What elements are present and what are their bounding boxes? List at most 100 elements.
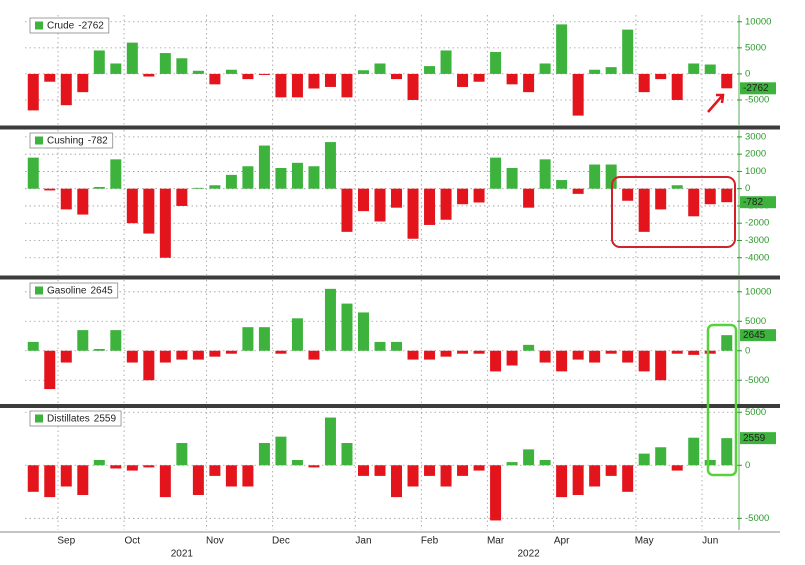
bar (209, 465, 221, 476)
bar (242, 465, 254, 487)
bar (374, 465, 386, 476)
bar (225, 350, 237, 354)
bar (440, 350, 452, 357)
bar (440, 465, 452, 487)
y-tick-label: 5000 (745, 316, 766, 327)
legend: Crude -2762 (29, 17, 110, 34)
bar (258, 73, 270, 75)
bar (457, 188, 469, 205)
bar (192, 70, 204, 74)
bar (374, 341, 386, 351)
bar (589, 69, 601, 74)
bar (341, 188, 353, 232)
bar (457, 465, 469, 476)
bar (688, 437, 700, 466)
bar (176, 443, 188, 466)
bar (391, 465, 403, 498)
bar (93, 50, 105, 74)
bar (539, 459, 551, 466)
bar (473, 73, 485, 82)
bar (391, 341, 403, 351)
bar (242, 73, 254, 80)
x-tick-label: Jun (702, 536, 718, 547)
bar (275, 167, 287, 189)
bar (407, 73, 419, 100)
legend-name: Gasoline (47, 286, 87, 297)
y-tick-label: -5000 (745, 513, 769, 524)
bar (143, 465, 155, 468)
bar (159, 188, 171, 258)
bar (258, 145, 270, 189)
bar (523, 188, 535, 208)
panel-separator (0, 275, 780, 280)
bar (291, 459, 303, 466)
bar (424, 66, 436, 74)
bar (93, 459, 105, 466)
last-value-tag (740, 329, 776, 342)
bar (655, 73, 667, 80)
x-tick-label: Sep (57, 536, 75, 547)
legend-box (29, 282, 119, 299)
bar (539, 63, 551, 74)
bar (44, 350, 56, 390)
bar (506, 73, 518, 85)
bar (407, 350, 419, 360)
bar (589, 465, 601, 487)
bar (457, 73, 469, 87)
y-tick-label: -4000 (745, 252, 769, 263)
annotation-arrow (707, 93, 725, 113)
year-label: 2022 (517, 549, 540, 560)
bar (357, 465, 369, 476)
bar (556, 350, 568, 372)
legend-name: Crude (47, 21, 75, 32)
bar (159, 465, 171, 498)
legend-swatch (35, 414, 43, 423)
bar (341, 303, 353, 351)
y-tick-label: 5000 (745, 42, 766, 53)
legend-swatch (35, 286, 43, 295)
bar (27, 465, 39, 492)
bar (704, 350, 716, 354)
y-tick-label: -5000 (745, 94, 769, 105)
bar (622, 465, 634, 492)
legend-swatch (35, 21, 43, 30)
y-tick-label: -2000 (745, 218, 769, 229)
bar (721, 188, 733, 203)
bar (688, 63, 700, 74)
y-tick-label: 10000 (745, 16, 771, 27)
bar (638, 188, 650, 232)
bar (523, 449, 535, 466)
bar (424, 350, 436, 360)
bar (126, 188, 138, 224)
bar (258, 327, 270, 351)
bar (77, 465, 89, 495)
bar (638, 73, 650, 93)
legend-box (29, 132, 114, 149)
bar (721, 438, 733, 466)
x-tick-label: Apr (554, 536, 570, 547)
bar (655, 188, 667, 210)
bar (77, 188, 89, 215)
y-tick-label: 0 (745, 183, 750, 194)
bar (506, 350, 518, 366)
legend-name: Cushing (47, 136, 84, 147)
bar (324, 288, 336, 351)
bar (60, 350, 72, 363)
bar (556, 180, 568, 189)
bar (324, 73, 336, 87)
x-tick-label: Dec (272, 536, 290, 547)
bar (556, 24, 568, 74)
last-value-tag (740, 82, 776, 95)
bar (93, 348, 105, 351)
bar (44, 465, 56, 498)
bar (688, 188, 700, 217)
bar (589, 350, 601, 363)
bar (523, 344, 535, 351)
bar (357, 312, 369, 351)
bar (506, 462, 518, 466)
bar (275, 436, 287, 466)
bar (27, 157, 39, 189)
bar (704, 188, 716, 205)
legend-value: -782 (88, 136, 108, 147)
